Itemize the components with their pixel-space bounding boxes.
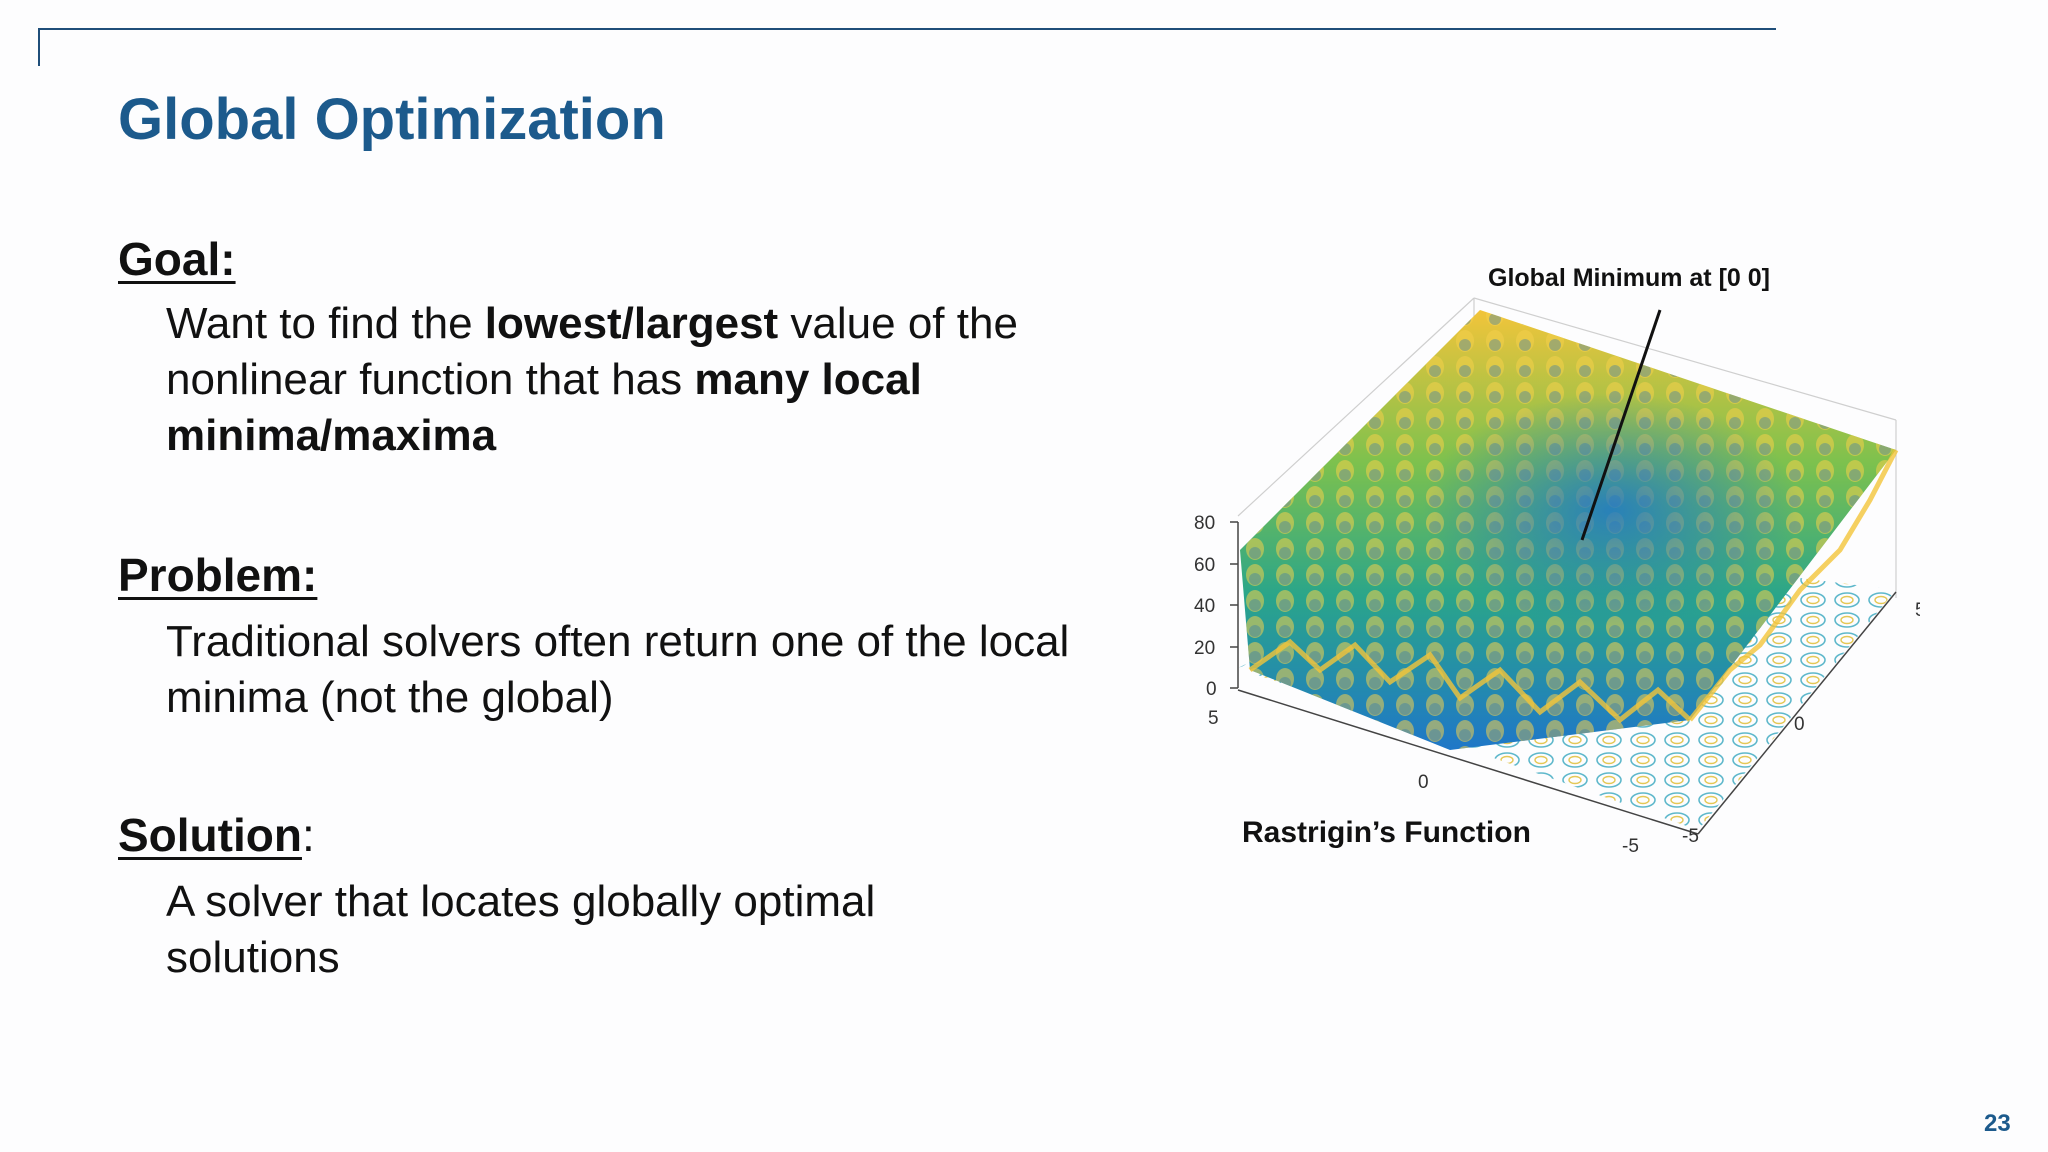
surface [1240,310,1899,750]
solution-text: A solver that locates globally optimal s… [166,877,876,982]
page-number: 23 [1984,1110,2011,1137]
x-tick-0: 0 [1418,772,1429,793]
goal-heading: Goal: [118,233,236,285]
global-minimum-callout: Global Minimum at [0 0] [1488,264,1770,292]
solution-heading: Solution: [118,808,315,862]
goal-text-part-1: Want to find the [166,299,485,348]
problem-text: Traditional solvers often return one of … [166,617,1070,722]
x-axis [1237,689,1699,835]
goal-text: Want to find the lowest/largest value of… [166,296,1106,464]
slide-title: Global Optimization [118,87,666,152]
y-tick-neg5: -5 [1682,826,1699,847]
y-tick-5: 5 [1915,600,1920,621]
z-tick-20: 20 [1194,638,1215,659]
corner-tick [38,28,40,66]
z-tick-0: 0 [1206,679,1217,700]
x-tick-neg5: -5 [1622,836,1639,857]
problem-heading: Problem: [118,549,318,601]
goal-text-part-2: value of the nonlinear function that has [166,299,1018,404]
top-rule [38,28,1776,30]
z-tick-80: 80 [1194,513,1215,534]
z-tick-40: 40 [1194,596,1215,617]
z-tick-60: 60 [1194,555,1215,576]
figure-caption: Rastrigin’s Function [1242,816,1531,849]
rastrigin-surface-plot: 80 60 40 20 0 5 0 -5 5 0 -5 [1194,297,1920,857]
callout-line [1580,309,1662,541]
goal-bold-2: many local minima/maxima [166,355,922,460]
x-tick-5: 5 [1208,708,1219,729]
goal-bold-1: lowest/largest [484,299,779,348]
z-axis [1230,521,1239,689]
y-tick-0: 0 [1794,714,1805,735]
solution-heading-label: Solution [118,809,302,861]
y-axis [1697,591,1897,835]
solution-heading-colon: : [301,809,315,861]
